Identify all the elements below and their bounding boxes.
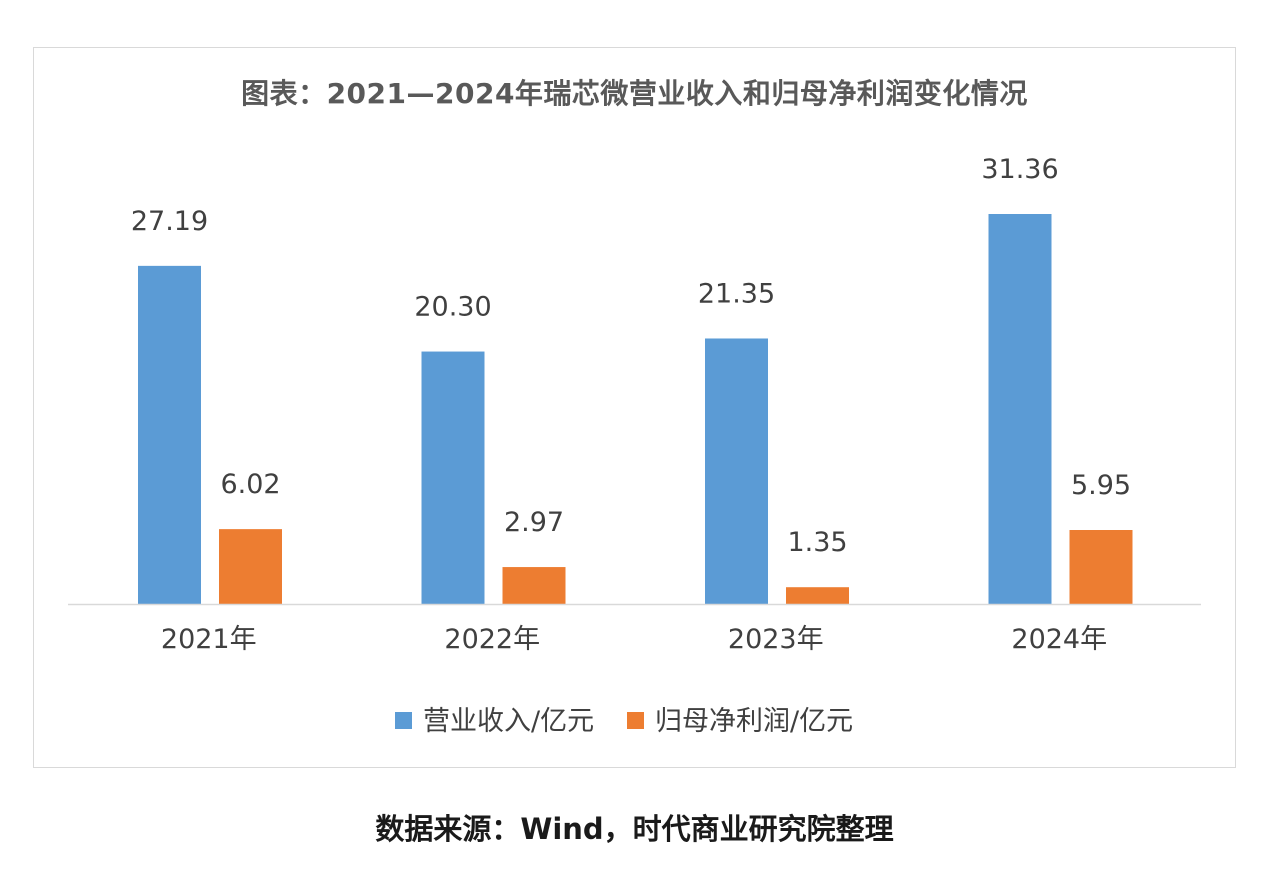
x-tick-label-2: 2022年 [444,624,540,655]
source-note: 数据来源：Wind，时代商业研究院整理 [375,812,894,846]
data-label-net-profit-1: 6.02 [220,469,280,500]
bar-net-profit-1 [219,529,282,604]
bar-revenue-3 [705,338,768,604]
value-labels-layer: 27.19 6.02 20.30 2.97 21.35 1.35 31.36 5.95 [131,154,1131,558]
data-label-net-profit-3: 1.35 [787,527,847,558]
x-tick-label-3: 2023年 [728,624,824,655]
chart-title: 图表：2021—2024年瑞芯微营业收入和归母净利润变化情况 [241,77,1028,110]
x-tick-label-1: 2021年 [161,624,257,655]
bars-layer [138,214,1133,604]
bar-net-profit-2 [502,567,566,604]
data-label-revenue-4: 31.36 [981,154,1058,185]
x-tick-label-4: 2024年 [1011,624,1107,655]
legend: 营业收入/亿元 归母净利润/亿元 [395,706,853,737]
legend-label-net-profit: 归母净利润/亿元 [655,706,853,737]
legend-swatch-revenue [395,712,412,729]
data-label-net-profit-4: 5.95 [1071,470,1131,501]
legend-label-revenue: 营业收入/亿元 [423,706,594,737]
bar-revenue-1 [138,265,201,604]
bar-revenue-4 [988,214,1052,604]
data-label-revenue-2: 20.30 [414,292,491,323]
bar-net-profit-3 [786,587,849,604]
data-label-revenue-1: 27.19 [131,206,208,237]
category-labels-layer: 2021年 2022年 2023年 2024年 [161,624,1107,655]
data-label-net-profit-2: 2.97 [504,507,564,538]
bar-revenue-2 [421,351,485,604]
legend-swatch-net-profit [627,712,644,729]
bar-net-profit-4 [1069,530,1133,604]
data-label-revenue-3: 21.35 [698,278,775,309]
